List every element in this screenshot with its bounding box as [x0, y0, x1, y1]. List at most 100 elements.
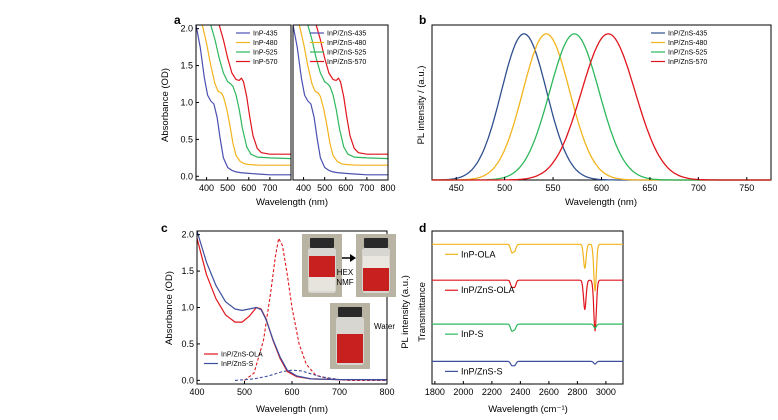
annotation-hex: HEX: [337, 268, 354, 277]
panel-c-xtick-label-700: 700: [332, 387, 347, 397]
panel-a-subplot-1-line-2: [305, 25, 388, 160]
panel-a-subplot-0-legend-label-2: InP-525: [253, 50, 278, 57]
panel-b-xtick-label-650: 650: [642, 183, 657, 193]
vial-photo-water: [330, 303, 370, 369]
panel-a-subplot-0-series: [196, 25, 291, 176]
panel-a-letter: a: [174, 13, 181, 27]
panel-a-subplot-1-line-0: [293, 25, 388, 176]
panel-b-legend-label-2: InP/ZnS-525: [668, 50, 707, 57]
panel-a-subplot-0-line-3: [215, 25, 291, 155]
panel-d-line-0: [432, 243, 624, 292]
panel-b: b 450 500 550 600 650 700 750 InP/ZnS-435 InP/Zn…: [416, 13, 772, 208]
panel-d-xtick-label-1800: 1800: [425, 387, 445, 397]
panel-b-ylabel: PL intensity / (a.u.): [416, 66, 427, 145]
panel-d-line-3: [432, 360, 624, 367]
panel-a-subplot-0-xtick-label-600: 600: [241, 183, 256, 193]
panel-a-subplot-0-line-2: [208, 25, 291, 160]
panel-b-legend-label-1: InP/ZnS-480: [668, 40, 707, 47]
panel-a-subplot-0-frame: [195, 24, 292, 181]
panel-c-pl-line-0: [244, 237, 387, 381]
panel-d-letter: d: [419, 221, 426, 235]
panel-d-xlabel: Wavelength (cm⁻¹): [488, 404, 568, 415]
panel-d-line-2: [432, 323, 624, 332]
panel-b-line-2: [432, 33, 771, 181]
panel-b-xtick-label-550: 550: [546, 183, 561, 193]
panel-d-xtick-label-3000: 3000: [596, 387, 616, 397]
panel-b-legend-label-3: InP/ZnS-570: [668, 59, 707, 66]
panel-a-subplot-1-xtick-label-500: 500: [317, 183, 332, 193]
panel-a-subplot-0-legend-label-3: InP-570: [253, 59, 278, 66]
panel-a-subplot-0-legend-label-1: InP-480: [253, 40, 278, 47]
vial-photo-hex-nmf-right: [356, 234, 396, 297]
panel-a-ylabel: Absorbance (OD): [160, 68, 171, 142]
panel-c-ytick-label-1.0: 1.0: [181, 303, 194, 313]
panel-a-subplot-0-xtick-label-400: 400: [199, 183, 214, 193]
panel-c-legend-label-1: InP/ZnS-S: [221, 361, 254, 368]
panel-b-xtick-label-600: 600: [594, 183, 609, 193]
panel-d-label-1: InP/ZnS-OLA: [461, 285, 515, 295]
panel-c-ytick-label-2.0: 2.0: [181, 230, 194, 240]
panel-a-subplot-1-xtick-label-800: 800: [380, 183, 395, 193]
panel-d-xtick-label-2200: 2200: [482, 387, 502, 397]
panel-c-ytick-label-0.5: 0.5: [181, 339, 194, 349]
panel-a-subplot-1-legend-label-1: InP/ZnS-480: [327, 40, 366, 47]
panel-a-subplot-1-line-3: [312, 25, 388, 155]
panel-a-ytick-label-1.0: 1.0: [180, 98, 193, 108]
panel-a-xlabel: Wavelength (nm): [256, 197, 328, 208]
panel-c-ylabel: Absorbance (OD): [164, 271, 175, 345]
panel-a-ytick-label-0.0: 0.0: [180, 171, 193, 181]
panel-d-label-2: InP-S: [461, 329, 484, 339]
panel-c-ytick-label-1.5: 1.5: [181, 266, 194, 276]
panel-b-xtick-label-750: 750: [739, 183, 754, 193]
panel-b-letter: b: [419, 13, 426, 27]
panel-c-legend-label-0: InP/ZnS-OLA: [221, 352, 263, 359]
panel-d-line-1: [432, 279, 624, 332]
panel-a-subplot-0-line-0: [196, 25, 291, 176]
panel-d-xtick-label-2400: 2400: [510, 387, 530, 397]
panel-d-ylabel: Transmittance: [417, 282, 428, 342]
panel-a-subplot-1-legend-label-3: InP/ZnS-570: [327, 59, 366, 66]
panel-a-subplot-1-xtick-label-700: 700: [359, 183, 374, 193]
panel-d-ylabel-pl: PL intensity (a.u.): [400, 275, 411, 349]
panel-b-frame: [431, 24, 772, 181]
panel-b-xtick-label-500: 500: [497, 183, 512, 193]
panel-c-pl-line-1: [234, 369, 387, 381]
vial-photo-hex-nmf-left: [302, 234, 342, 297]
panel-a-subplot-0-xtick-label-500: 500: [220, 183, 235, 193]
panel-a-plot: 400 500 600 700 InP-435 InP-480 InP-525 InP-570…: [180, 24, 395, 193]
panel-c-ytick-label-0.0: 0.0: [181, 375, 194, 385]
panel-c-xlabel: Wavelength (nm): [256, 404, 328, 415]
annotation-water: Water: [374, 322, 395, 331]
panel-a-subplot-1-legend-label-2: InP/ZnS-525: [327, 50, 366, 57]
panel-d-frame: [431, 230, 624, 385]
panel-d-label-0: InP-OLA: [461, 249, 496, 259]
panel-a-ytick-label-2.0: 2.0: [180, 24, 193, 34]
panel-a: a 400 500 600 700 InP-435 InP-480 InP-525 InP-5…: [160, 13, 396, 208]
panel-b-xlabel: Wavelength (nm): [565, 197, 637, 208]
panel-b-legend-label-0: InP/ZnS-435: [668, 31, 707, 38]
panel-a-subplot-0-legend-label-0: InP-435: [253, 31, 278, 38]
panel-b-line-3: [432, 33, 771, 181]
panel-a-ytick-label-1.5: 1.5: [180, 61, 193, 71]
arrow-hex-to-nmf: [342, 254, 356, 262]
panel-d-series: [432, 243, 624, 367]
panel-a-subplot-0-xtick-label-700: 700: [262, 183, 277, 193]
panel-c-xtick-label-500: 500: [237, 387, 252, 397]
panel-a-subplot-1-xtick-label-400: 400: [296, 183, 311, 193]
panel-b-plot: 450 500 550 600 650 700 750 InP/ZnS-435 InP/ZnS-…: [431, 24, 772, 193]
panel-d-xtick-label-2600: 2600: [539, 387, 559, 397]
panel-b-line-1: [432, 33, 771, 181]
panel-c: c 400 500 600 700 800 0.0 0.5 1.0 1.5 2.0 InP/ZnS-…: [161, 221, 396, 415]
panel-d-xtick-label-2000: 2000: [453, 387, 473, 397]
panel-a-subplot-0-line-1: [201, 25, 291, 166]
panel-c-line-1: [197, 231, 387, 381]
panel-b-series: [431, 33, 771, 181]
panel-b-xtick-label-450: 450: [449, 183, 464, 193]
panel-a-subplot-1-line-1: [298, 25, 388, 166]
panel-a-subplot-1-legend-label-0: InP/ZnS-435: [327, 31, 366, 38]
panel-d-xtick-label-2800: 2800: [567, 387, 587, 397]
panel-c-plot: 400 500 600 700 800 0.0 0.5 1.0 1.5 2.0 InP/ZnS-OL…: [181, 230, 394, 397]
panel-a-subplot-1-frame: [292, 24, 389, 181]
panel-a-subplot-1-xtick-label-600: 600: [338, 183, 353, 193]
